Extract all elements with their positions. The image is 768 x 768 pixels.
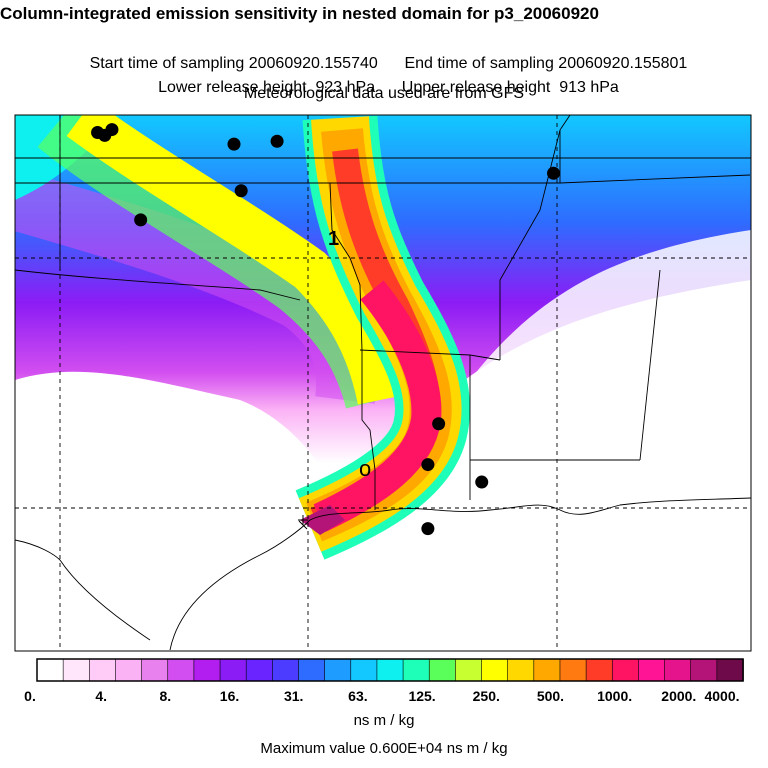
colorbar-tick-label: 0. xyxy=(24,688,36,704)
colorbar-cell xyxy=(219,658,247,682)
colorbar-cell xyxy=(664,658,692,682)
plume-magenta xyxy=(313,280,442,532)
receptor-point xyxy=(547,166,561,180)
met-data-source: Meteorological data used are from GFS xyxy=(243,85,525,102)
colorbar-cell xyxy=(481,658,509,682)
colorbar-tick-label: 4000. xyxy=(704,688,740,704)
colorbar-cell xyxy=(611,658,640,682)
colorbar-cell xyxy=(298,658,326,682)
white-area-east xyxy=(400,280,751,651)
map-frame xyxy=(14,114,752,652)
lat-lon-grid xyxy=(15,115,751,651)
receptor-point xyxy=(421,458,435,472)
colorbar-tick-label: 4. xyxy=(95,688,108,704)
colorbar-cell xyxy=(141,658,169,682)
lower-release-height: Lower release height 923 hPa xyxy=(158,79,376,96)
receptor-point xyxy=(475,475,489,489)
colorbar-cell xyxy=(62,658,91,682)
colorbar-cell xyxy=(638,658,666,682)
plume-yellow xyxy=(66,115,403,405)
plume-max xyxy=(300,505,345,535)
colorbar-tick-label: 31. xyxy=(283,688,304,704)
receptor-points xyxy=(91,123,561,536)
colorbar-cell xyxy=(245,658,274,682)
receptor-point xyxy=(234,184,248,198)
colorbar-cell xyxy=(115,658,143,682)
colorbar-cell xyxy=(193,658,221,682)
colorbar-cell xyxy=(559,658,587,682)
receptor-point xyxy=(421,522,435,536)
release-location-icon xyxy=(298,515,308,530)
plume-path-label: 1 xyxy=(328,228,339,250)
colorbar-tick-label: 63. xyxy=(348,688,368,704)
colorbar-cell xyxy=(533,658,561,682)
map-title: Column-integrated emission sensitivity i… xyxy=(0,4,599,23)
colorbar-tick-label: 16. xyxy=(219,688,240,704)
release-marker: o xyxy=(359,456,371,481)
colorbar-cell xyxy=(272,658,300,682)
end-time: End time of sampling 20060920.155801 xyxy=(404,55,688,72)
colorbar-cell xyxy=(716,658,744,682)
receptor-point xyxy=(270,134,284,148)
colorbar-tick-label: 2000. xyxy=(661,688,697,704)
colorbar-cell xyxy=(88,658,117,682)
upper-release-height: Upper release height 913 hPa xyxy=(401,79,619,96)
colorbar-cell xyxy=(376,658,404,682)
maximum-value: Maximum value 0.600E+04 ns m / kg xyxy=(260,740,508,757)
receptor-point xyxy=(432,417,446,431)
colorbar-cell xyxy=(507,658,535,682)
low-sensitivity-area xyxy=(15,371,340,651)
colorbar-tick-label: 8. xyxy=(159,688,172,704)
receptor-point xyxy=(134,213,148,227)
release-heights: Lower release height 923 hPa Upper relea… xyxy=(0,61,768,97)
colorbar-units: ns m / kg xyxy=(353,712,415,729)
colorbar-cell xyxy=(350,658,378,682)
colorbar-cell xyxy=(36,658,64,682)
boundaries xyxy=(15,115,751,651)
receptor-point xyxy=(105,123,119,137)
receptor-point xyxy=(227,137,241,151)
colorbar-tick-label: 1000. xyxy=(597,688,633,704)
colorbar-cell xyxy=(455,658,483,682)
sampling-times: Start time of sampling 20060920.155740 E… xyxy=(0,37,768,73)
colorbar-tick-label: 500. xyxy=(536,688,565,704)
colorbar-tick-label: 250. xyxy=(472,688,500,704)
colorbar-cell xyxy=(167,658,195,682)
start-time: Start time of sampling 20060920.155740 xyxy=(89,55,378,72)
colorbar-cell xyxy=(402,658,431,682)
colorbar-cell xyxy=(428,658,457,682)
colorbar-cell xyxy=(324,658,352,682)
colorbar-tick-label: 125. xyxy=(408,688,436,704)
colorbar-cell xyxy=(585,658,614,682)
colorbar-cell xyxy=(690,658,718,682)
